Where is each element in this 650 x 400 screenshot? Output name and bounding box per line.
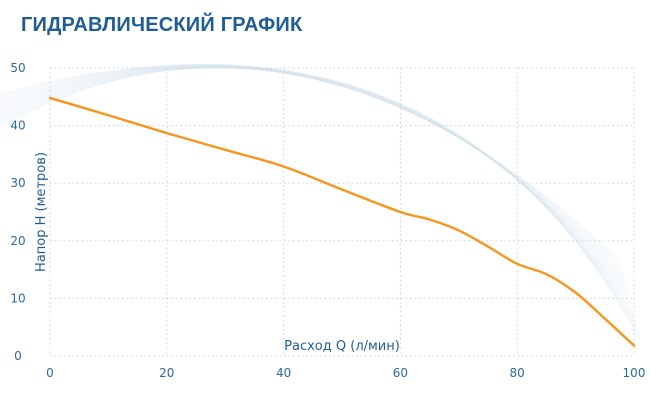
- y-tick-label: 30: [10, 176, 25, 190]
- y-tick-label: 50: [10, 61, 25, 75]
- y-tick-label: 0: [14, 349, 22, 363]
- y-axis-label: Напор H (метров): [34, 152, 49, 272]
- swoosh-line: [0, 64, 639, 335]
- swoosh-line: [0, 67, 621, 263]
- grid: [49, 67, 635, 357]
- chart-title: ГИДРАВЛИЧЕСКИЙ ГРАФИК: [21, 14, 303, 36]
- swoosh-line: [0, 65, 633, 311]
- series-line: [48, 96, 636, 347]
- x-tick-label: 60: [393, 366, 408, 380]
- swoosh-line: [0, 63, 641, 341]
- background-swoosh: [0, 63, 641, 341]
- series-layer: [48, 96, 636, 347]
- y-tick-label: 40: [10, 119, 25, 133]
- x-tick-label: 0: [46, 366, 54, 380]
- swoosh-line: [0, 64, 636, 323]
- x-tick-label: 20: [159, 366, 174, 380]
- swoosh-line: [0, 67, 623, 269]
- swoosh-line: [0, 66, 627, 287]
- swoosh-line: [0, 65, 635, 317]
- swoosh-line: [0, 66, 626, 281]
- x-tick-label: 100: [623, 366, 646, 380]
- y-tick-label: 10: [10, 291, 25, 305]
- x-tick-label: 40: [276, 366, 291, 380]
- y-tick-label: 20: [10, 234, 25, 248]
- swoosh-line: [0, 66, 630, 299]
- x-tick-label: 80: [510, 366, 525, 380]
- tick-labels: 0 20 40 60 80 100 0 10 20 30 40 50: [10, 61, 645, 380]
- swoosh-line: [0, 65, 632, 305]
- swoosh-line: [0, 64, 638, 329]
- swoosh-line: [0, 66, 624, 275]
- x-axis-label: Расход Q (л/мин): [284, 339, 400, 354]
- swoosh-line: [0, 66, 629, 293]
